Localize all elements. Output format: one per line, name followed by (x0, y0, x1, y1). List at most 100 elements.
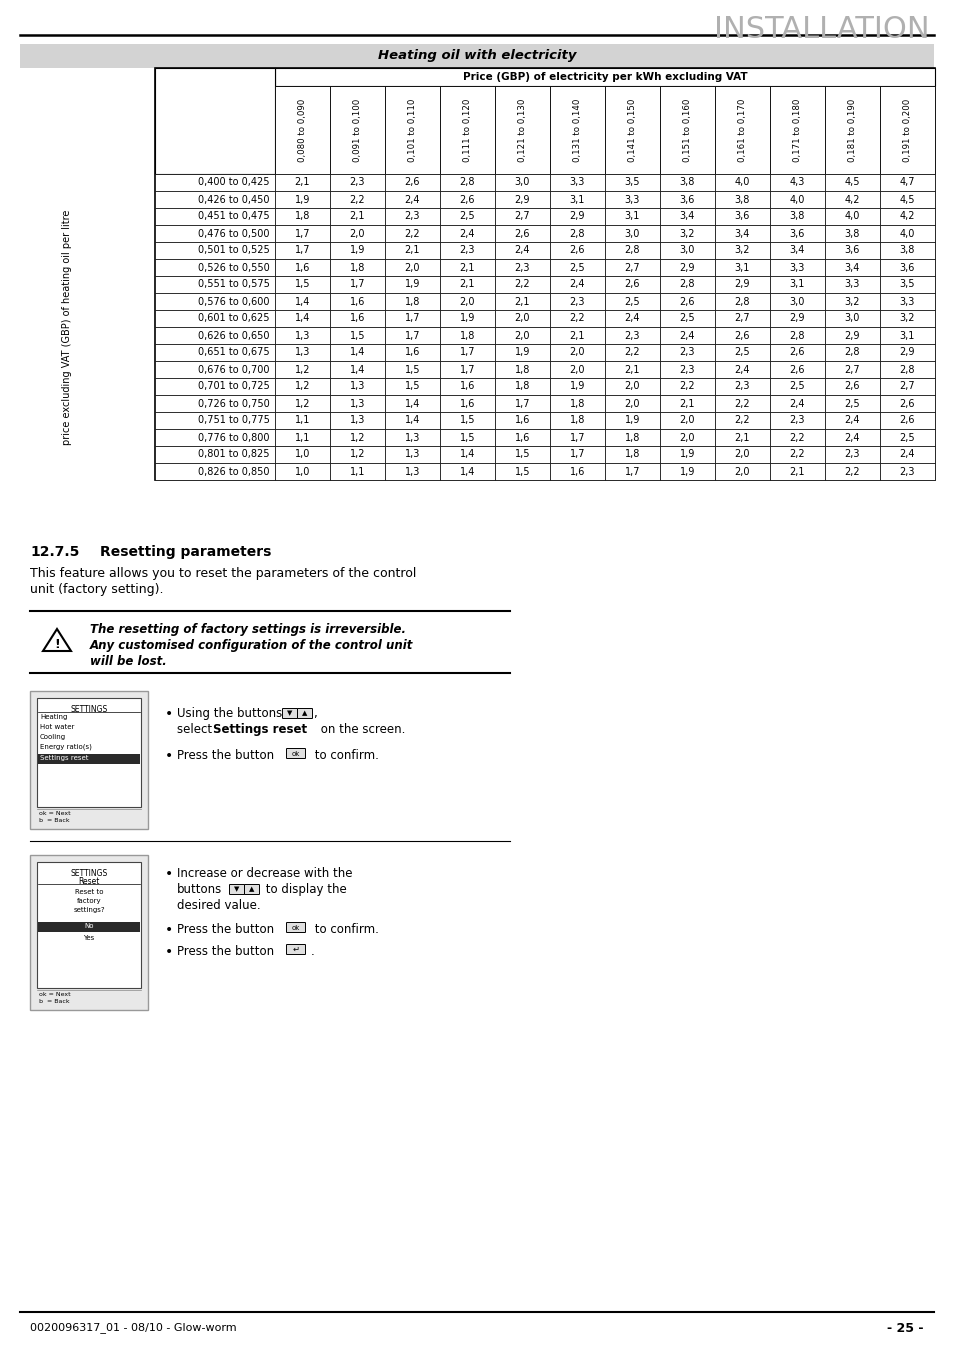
Bar (604, 293, 659, 310)
Text: 1,7: 1,7 (459, 347, 475, 358)
Bar (154, 275, 274, 293)
Text: select: select (177, 724, 215, 736)
Bar (439, 293, 495, 310)
Bar (385, 412, 439, 429)
Bar (495, 412, 550, 429)
Bar (550, 429, 604, 446)
Text: 2,7: 2,7 (899, 382, 914, 391)
Text: 4,2: 4,2 (899, 212, 914, 221)
Bar (824, 446, 879, 463)
Bar (154, 242, 274, 259)
Bar (550, 327, 604, 344)
Text: 2,0: 2,0 (569, 364, 584, 374)
Text: factory: factory (76, 898, 101, 904)
Text: 2,6: 2,6 (569, 246, 584, 255)
Text: 2,6: 2,6 (679, 297, 695, 306)
Text: Price (GBP) of electricity per kWh excluding VAT: Price (GBP) of electricity per kWh exclu… (462, 72, 746, 82)
Text: Reset: Reset (78, 878, 99, 886)
Text: 1,4: 1,4 (350, 364, 365, 374)
Bar (274, 429, 330, 446)
Text: 3,3: 3,3 (899, 297, 914, 306)
Text: 3,3: 3,3 (789, 262, 804, 273)
Text: 2,2: 2,2 (789, 450, 804, 459)
Text: 1,8: 1,8 (294, 212, 310, 221)
Bar (274, 225, 330, 242)
Text: 3,6: 3,6 (789, 228, 804, 239)
Text: 2,3: 2,3 (843, 450, 860, 459)
Text: 2,6: 2,6 (899, 398, 914, 409)
Bar (879, 310, 934, 327)
Bar (154, 344, 274, 360)
Text: 2,0: 2,0 (350, 228, 365, 239)
Text: 3,6: 3,6 (734, 212, 749, 221)
Text: 2,6: 2,6 (404, 177, 420, 188)
Bar (385, 225, 439, 242)
Text: 1,3: 1,3 (350, 382, 365, 391)
Bar (330, 429, 385, 446)
Bar (154, 293, 274, 310)
Bar (330, 242, 385, 259)
Text: 3,8: 3,8 (789, 212, 804, 221)
Text: 2,2: 2,2 (734, 416, 749, 425)
Text: to confirm.: to confirm. (311, 749, 378, 761)
Text: 2,0: 2,0 (679, 432, 695, 443)
Text: 2,6: 2,6 (459, 194, 475, 204)
Text: 2,0: 2,0 (515, 313, 530, 324)
Bar (659, 412, 714, 429)
Text: 1,5: 1,5 (294, 279, 310, 289)
Text: 3,4: 3,4 (679, 212, 695, 221)
Text: 2,5: 2,5 (569, 262, 585, 273)
Bar (604, 190, 659, 208)
Bar (604, 344, 659, 360)
FancyBboxPatch shape (297, 709, 313, 718)
Bar (385, 378, 439, 396)
Text: 4,0: 4,0 (844, 212, 860, 221)
Text: 1,8: 1,8 (459, 331, 475, 340)
Text: 1,6: 1,6 (515, 432, 530, 443)
Bar (714, 190, 769, 208)
Text: 0,826 to 0,850: 0,826 to 0,850 (198, 467, 270, 477)
FancyBboxPatch shape (244, 884, 259, 895)
Text: 2,1: 2,1 (679, 398, 695, 409)
Text: 0,726 to 0,750: 0,726 to 0,750 (198, 398, 270, 409)
Bar (274, 327, 330, 344)
Text: 3,5: 3,5 (899, 279, 914, 289)
Bar (495, 275, 550, 293)
Text: 0,601 to 0,625: 0,601 to 0,625 (198, 313, 270, 324)
Text: ok: ok (292, 925, 300, 930)
Text: 3,8: 3,8 (734, 194, 749, 204)
Bar (330, 310, 385, 327)
Text: 2,2: 2,2 (404, 228, 420, 239)
Bar (330, 412, 385, 429)
Text: 0,161 to 0,170: 0,161 to 0,170 (738, 99, 746, 162)
Text: 2,3: 2,3 (679, 347, 695, 358)
Bar (274, 242, 330, 259)
Bar (879, 190, 934, 208)
Text: !: ! (54, 639, 60, 652)
Bar (385, 174, 439, 190)
Bar (879, 429, 934, 446)
Bar (495, 446, 550, 463)
Bar (550, 174, 604, 190)
Text: 1,7: 1,7 (569, 450, 584, 459)
Text: 2,3: 2,3 (624, 331, 639, 340)
Bar (879, 259, 934, 275)
Text: 1,2: 1,2 (350, 450, 365, 459)
Text: 2,3: 2,3 (459, 246, 475, 255)
Bar (439, 446, 495, 463)
Bar (330, 86, 385, 174)
Bar (879, 344, 934, 360)
Text: 1,4: 1,4 (459, 450, 475, 459)
Text: 1,7: 1,7 (294, 228, 310, 239)
Text: 1,7: 1,7 (624, 467, 639, 477)
Text: 2,6: 2,6 (624, 279, 639, 289)
Text: 2,8: 2,8 (843, 347, 860, 358)
Text: 4,0: 4,0 (899, 228, 914, 239)
Text: •: • (165, 707, 173, 721)
Bar (659, 225, 714, 242)
Bar (659, 208, 714, 225)
Bar (769, 327, 824, 344)
Bar (714, 293, 769, 310)
Bar (550, 378, 604, 396)
Bar (659, 86, 714, 174)
